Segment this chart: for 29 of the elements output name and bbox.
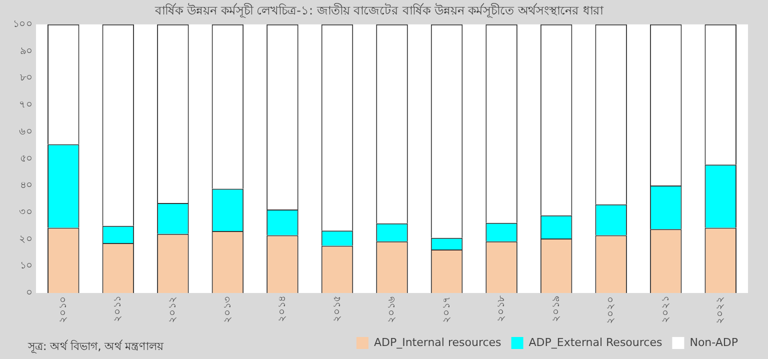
x-tick-label: ২০১৫ <box>332 296 343 322</box>
x-tick-label: ২০১২ <box>168 296 179 323</box>
y-tick-label: ১০০ <box>13 18 33 30</box>
y-tick-label: ৬০ <box>19 126 33 138</box>
x-tick-label: ২০১৮ <box>496 295 508 322</box>
legend-label: ADP_External Resources <box>528 336 662 349</box>
legend-label: ADP_Internal resources <box>374 336 502 349</box>
x-tick-label: ২০১৭ <box>441 296 452 323</box>
y-tick-label: ০ <box>26 288 33 299</box>
y-tick-label: ৮০ <box>20 72 33 84</box>
y-tick-label: ৭০ <box>19 100 33 111</box>
x-tick-label: ২০১০ <box>58 296 69 323</box>
y-tick-label: ৪০ <box>20 180 33 192</box>
x-tick-label: ২০২১ <box>660 296 672 323</box>
y-tick-label: ৯০ <box>20 46 33 57</box>
x-tick-label: ২০২২ <box>715 296 726 324</box>
x-tick-label: ২০১১ <box>112 296 124 322</box>
x-tick-label: ২০১৯ <box>550 296 562 322</box>
y-tick-label: ৫০ <box>20 153 33 164</box>
text: সূত্র: অর্থ বিভাগ, অর্থ মন্ত্রণালয় <box>27 340 164 353</box>
x-tick-label: ২০১৪ <box>277 296 288 322</box>
y-tick-label: ৩০ <box>19 207 33 218</box>
y-tick-label: ২০ <box>19 234 33 245</box>
x-tick-label: ২০১৩ <box>222 296 234 323</box>
legend-label: Non-ADP <box>690 336 738 349</box>
x-tick-label: ২০১৬ <box>386 296 398 323</box>
y-tick-label: ১০ <box>20 260 33 272</box>
chart-title: বার্ষিক উন্নয়ন কর্মসূচী লেখচিত্র-১: জাতীয় বাজেটের বার্ষিক উন্নয়ন কর্মসূচীতে অর্থসংস্থানের ধারা <box>154 3 604 18</box>
x-tick-label: ২০২০ <box>606 296 617 324</box>
